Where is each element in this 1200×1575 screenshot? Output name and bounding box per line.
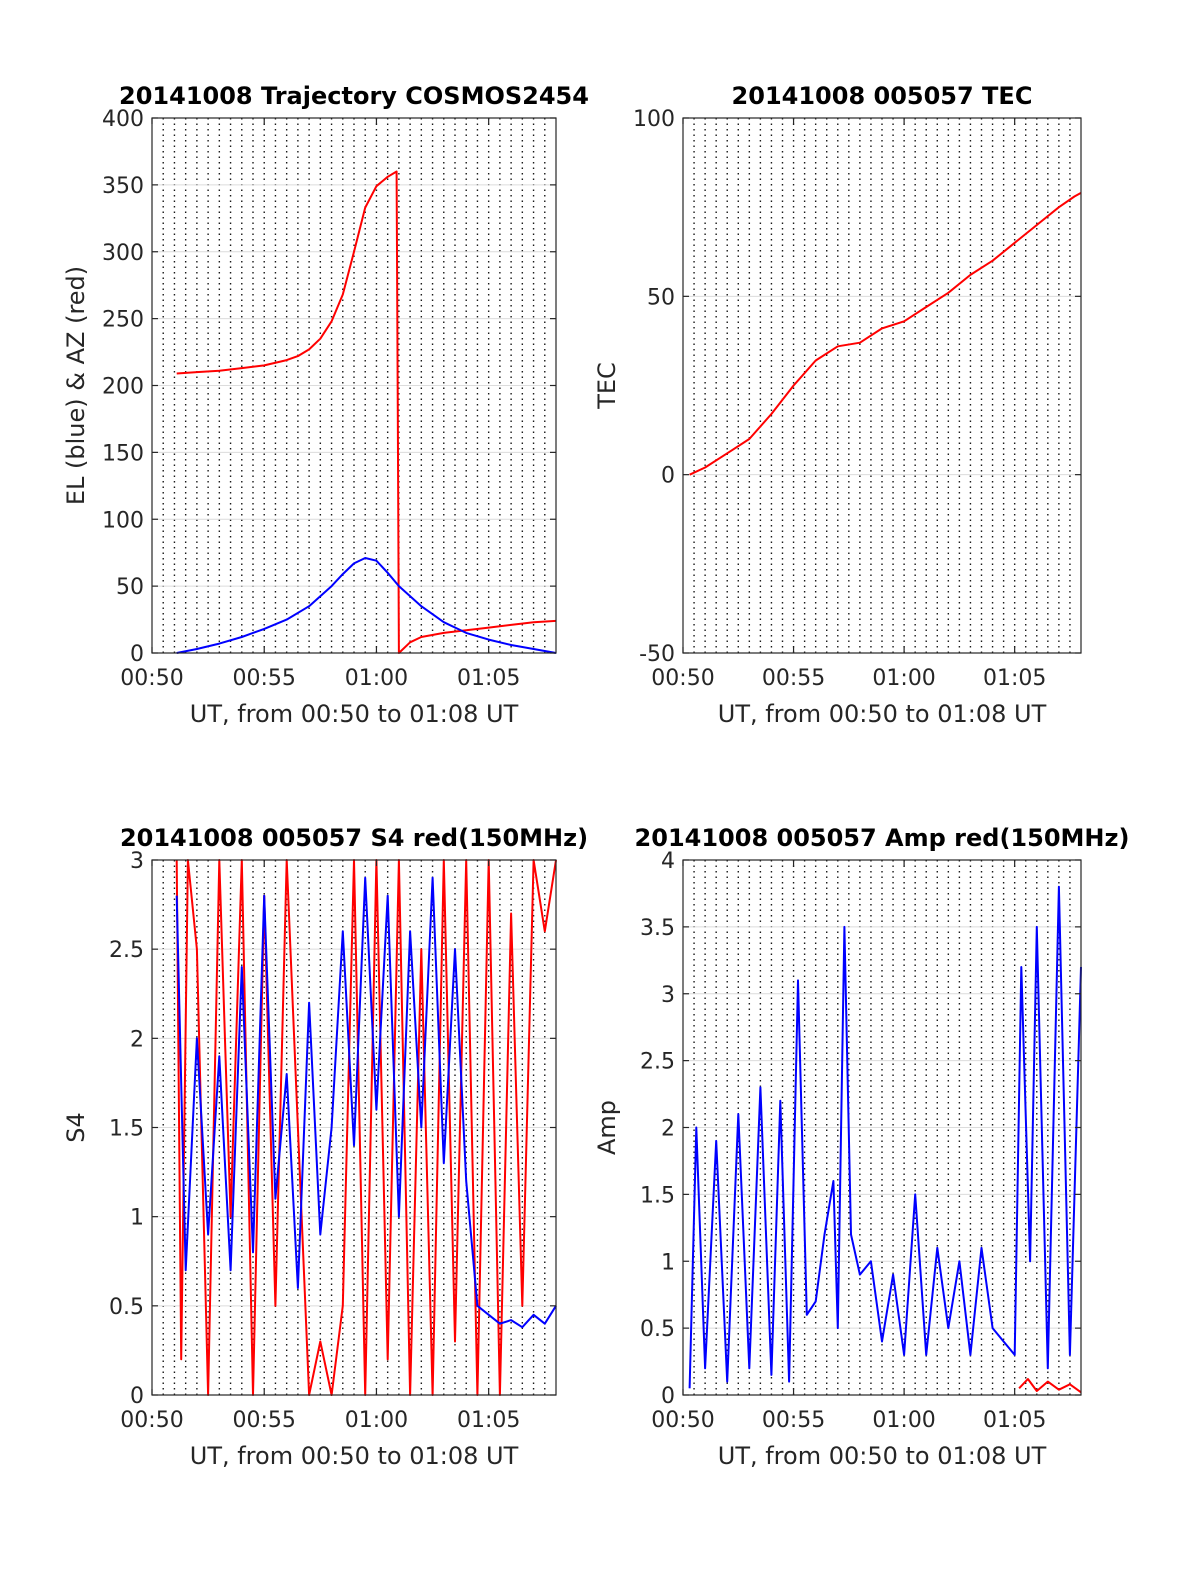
x-axis-label: UT, from 00:50 to 01:08 UT — [718, 700, 1047, 728]
x-tick-label: 00:55 — [762, 666, 825, 691]
chart-panel-4: 0 0.5 1 1.5 2 2.5 3 3.5 4 00:50 00:55 01:00 01:05 UT,… — [593, 824, 1129, 1470]
chart-panel-3: 0 0.5 1 1.5 2 2.5 3 00:50 00:55 01:00 01:05 UT, fro… — [62, 824, 588, 1470]
chart-title: 20141008 005057 S4 red(150MHz) — [120, 824, 588, 852]
y-tick-label: 1.5 — [640, 1183, 675, 1208]
y-tick-label: 150 — [102, 441, 144, 466]
y-tick-label: 400 — [102, 107, 144, 132]
x-tick-label: 01:05 — [983, 1408, 1046, 1433]
x-tick-label: 01:05 — [983, 666, 1046, 691]
x-tick-label: 00:50 — [651, 1408, 714, 1433]
series-line-amp-blue — [688, 885, 1082, 1389]
y-axis-label: EL (blue) & AZ (red) — [62, 266, 90, 505]
x-tick-label: 01:00 — [345, 666, 408, 691]
y-tick-label: 4 — [661, 849, 675, 874]
y-tick-label: 1 — [130, 1206, 144, 1231]
chart-panel-2: -50 0 50 100 00:50 00:55 01:00 01:05 UT, from 00… — [593, 82, 1082, 728]
series-line-amp-red-150mhz- — [1018, 1378, 1082, 1394]
x-tick-label: 00:55 — [233, 666, 296, 691]
chart-title: 20141008 005057 Amp red(150MHz) — [635, 824, 1130, 852]
series-line-el — [176, 557, 557, 654]
y-axis-label: TEC — [593, 362, 621, 410]
chart-panel-1: 0 50 100 150 200 250 300 350 400 00:50 00:55 01:00 0… — [62, 82, 589, 728]
y-tick-label: 0 — [661, 1384, 675, 1409]
x-tick-label: 00:55 — [762, 1408, 825, 1433]
y-tick-label: 250 — [102, 308, 144, 333]
x-tick-label: 00:55 — [233, 1408, 296, 1433]
series-line-s4-blue — [175, 876, 557, 1329]
y-tick-label: 1 — [661, 1250, 675, 1275]
y-axis-label: S4 — [62, 1112, 90, 1143]
y-tick-label: 350 — [102, 174, 144, 199]
y-tick-label: 0 — [130, 642, 144, 667]
x-tick-label: 00:50 — [120, 1408, 183, 1433]
series-line-s4-red-150mhz- — [175, 859, 557, 1396]
chart-title: 20141008 Trajectory COSMOS2454 — [119, 82, 589, 110]
y-tick-label: 2 — [130, 1027, 144, 1052]
y-tick-label: 50 — [647, 285, 675, 310]
y-tick-label: 0.5 — [109, 1295, 144, 1320]
y-tick-label: 200 — [102, 375, 144, 400]
y-tick-label: -50 — [639, 642, 675, 667]
y-tick-label: 2.5 — [109, 938, 144, 963]
y-tick-label: 2.5 — [640, 1050, 675, 1075]
x-tick-label: 01:00 — [872, 1408, 935, 1433]
y-tick-label: 300 — [102, 241, 144, 266]
x-tick-label: 00:50 — [651, 666, 714, 691]
y-tick-label: 0 — [661, 464, 675, 489]
x-tick-label: 01:00 — [872, 666, 935, 691]
y-tick-label: 50 — [116, 575, 144, 600]
x-axis-label: UT, from 00:50 to 01:08 UT — [718, 1442, 1047, 1470]
series-line-tec — [689, 192, 1082, 476]
y-tick-label: 100 — [102, 508, 144, 533]
y-tick-label: 3 — [661, 983, 675, 1008]
y-tick-label: 0 — [130, 1384, 144, 1409]
y-tick-label: 100 — [633, 107, 675, 132]
series-line-az — [176, 170, 557, 654]
axes-frame — [682, 117, 1082, 654]
y-tick-label: 1.5 — [109, 1117, 144, 1142]
y-tick-label: 2 — [661, 1117, 675, 1142]
x-tick-label: 01:00 — [345, 1408, 408, 1433]
x-axis-label: UT, from 00:50 to 01:08 UT — [190, 1442, 519, 1470]
y-tick-label: 3 — [130, 849, 144, 874]
y-tick-label: 3.5 — [640, 916, 675, 941]
x-tick-label: 01:05 — [457, 1408, 520, 1433]
x-tick-label: 00:50 — [120, 666, 183, 691]
x-axis-label: UT, from 00:50 to 01:08 UT — [190, 700, 519, 728]
chart-title: 20141008 005057 TEC — [732, 82, 1033, 110]
y-tick-label: 0.5 — [640, 1317, 675, 1342]
x-tick-label: 01:05 — [457, 666, 520, 691]
y-axis-label: Amp — [593, 1100, 621, 1155]
